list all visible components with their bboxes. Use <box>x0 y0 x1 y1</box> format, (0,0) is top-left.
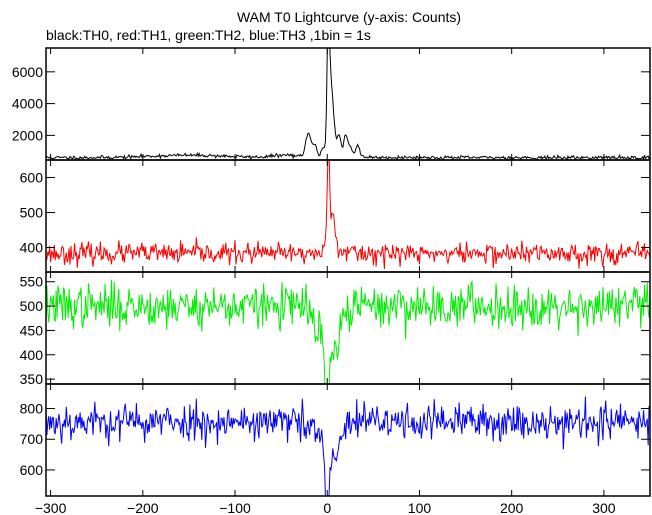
panel-th2: 350 400 450 500 550 <box>20 271 651 387</box>
y-tick-label: 500 <box>20 205 44 221</box>
chart-title: WAM T0 Lightcurve (y-axis: Counts) <box>237 9 461 25</box>
y-tick-label: 700 <box>20 431 44 447</box>
x-tick-label: −200 <box>127 500 159 515</box>
series-line-th0 <box>46 48 650 160</box>
panel-frame <box>45 383 651 497</box>
chart-subtitle: black:TH0, red:TH1, green:TH2, blue:TH3 … <box>46 27 371 43</box>
panel-th1: 400 500 600 <box>20 159 651 273</box>
y-tick-label: 450 <box>20 322 44 338</box>
y-tick-label: 500 <box>20 298 44 314</box>
y-tick-label: 6000 <box>12 64 43 80</box>
y-tick-label: 400 <box>20 347 44 363</box>
x-tick-label: 200 <box>500 500 524 515</box>
x-tick-label: 100 <box>408 500 432 515</box>
series-line-th3 <box>46 396 650 496</box>
panel-frame <box>45 47 651 161</box>
panel-th3: 600 700 800 <box>20 383 651 497</box>
x-tick-label: 300 <box>592 500 616 515</box>
panel-frame <box>45 271 651 385</box>
panel-th0: 2000 4000 6000 <box>12 47 651 161</box>
x-tick-label: −300 <box>35 500 67 515</box>
x-tick-label: 0 <box>323 500 331 515</box>
y-tick-label: 350 <box>20 371 44 387</box>
y-tick-label: 4000 <box>12 96 43 112</box>
y-tick-label: 600 <box>20 170 44 186</box>
y-tick-label: 550 <box>20 274 44 290</box>
y-tick-label: 2000 <box>12 127 43 143</box>
series-line-th1 <box>46 160 650 270</box>
y-tick-label: 400 <box>20 240 44 256</box>
series-line-th2 <box>46 280 650 384</box>
y-tick-label: 600 <box>20 462 44 478</box>
y-tick-label: 800 <box>20 401 44 417</box>
x-axis-tick-labels: −300 −200 −100 0 100 200 300 <box>35 500 616 515</box>
x-tick-label: −100 <box>219 500 251 515</box>
plot-panels: 2000 4000 6000 400 500 600 350 400 450 500 550 600 7… <box>12 47 651 497</box>
